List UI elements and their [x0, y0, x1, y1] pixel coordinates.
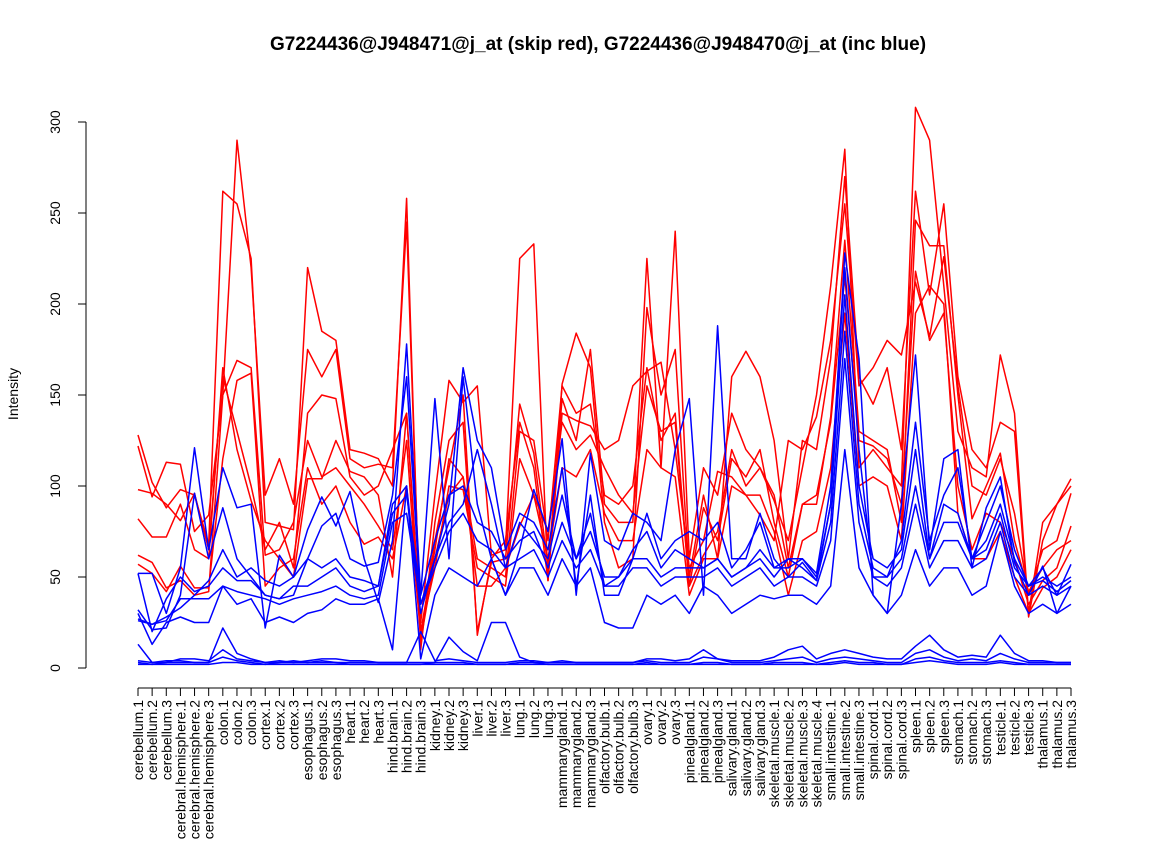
x-tick-label: olfactory.bulb.3	[625, 700, 641, 794]
x-tick-label: esophagus.1	[300, 700, 316, 780]
series-line-12	[137, 448, 1072, 660]
series-line-6	[137, 285, 1072, 633]
x-tick-label: lung.3	[540, 700, 556, 738]
series-line-2	[137, 139, 1072, 642]
y-tick-label: 150	[47, 383, 63, 407]
y-tick-label: 0	[47, 664, 63, 672]
x-tick-label: mammarygland.2	[568, 700, 584, 808]
x-tick-label: small.intestine.3	[851, 700, 867, 801]
x-tick-label: testicle.1	[992, 700, 1008, 755]
x-tick-label: cerebral.hemisphere.2	[187, 700, 203, 840]
x-tick-label: spleen.3	[936, 700, 952, 753]
x-tick-label: cerebellum.3	[158, 700, 174, 780]
x-tick-label: salivary.gland.1	[724, 700, 740, 796]
x-tick-label: salivary.gland.2	[738, 700, 754, 796]
y-tick-label: 250	[47, 201, 63, 225]
x-tick-label: skeletal.muscle.3	[794, 700, 810, 808]
series-line-10	[137, 330, 1072, 633]
x-tick-label: thalamus.2	[1049, 700, 1065, 769]
x-tick-label: colon.1	[215, 700, 231, 745]
x-tick-label: testicle.2	[1006, 700, 1022, 755]
x-tick-label: olfactory.bulb.2	[611, 700, 627, 794]
x-tick-label: thalamus.3	[1063, 700, 1079, 769]
x-tick-label: liver.3	[498, 700, 514, 737]
y-tick-label: 100	[47, 474, 63, 498]
x-tick-label: skeletal.muscle.1	[766, 700, 782, 808]
x-tick-label: hind.brain.1	[384, 700, 400, 773]
x-tick-label: spinal.cord.2	[879, 700, 895, 780]
x-tick-label: heart.2	[356, 700, 372, 744]
x-tick-label: liver.2	[483, 700, 499, 737]
x-tick-label: colon.2	[229, 700, 245, 745]
x-tick-label: thalamus.1	[1035, 700, 1051, 769]
x-tick-label: mammarygland.1	[554, 700, 570, 808]
x-tick-label: kidney.2	[441, 700, 457, 751]
chart-title: G7224436@J948471@j_at (skip red), G72244…	[270, 34, 926, 55]
x-tick-label: testicle.3	[1021, 700, 1037, 755]
x-tick-label: kidney.3	[455, 700, 471, 751]
x-tick-label: spleen.1	[908, 700, 924, 753]
x-tick-label: cerebral.hemisphere.3	[201, 700, 217, 840]
x-tick-label: cortex.1	[257, 700, 273, 750]
x-tick-label: kidney.1	[427, 700, 443, 751]
x-tick-label: spleen.2	[922, 700, 938, 753]
y-tick-label: 200	[47, 292, 63, 316]
series-line-8	[137, 266, 1072, 631]
y-tick-label: 300	[47, 110, 63, 134]
x-tick-label: stomach.2	[964, 700, 980, 765]
x-tick-label: ovary.2	[653, 700, 669, 745]
series-line-14	[137, 630, 1071, 664]
x-tick-label: heart.3	[370, 700, 386, 744]
x-tick-label: cerebellum.2	[144, 700, 160, 780]
x-tick-label: spinal.cord.3	[893, 700, 909, 780]
x-tick-label: lung.1	[512, 700, 528, 738]
y-axis: 0 50 100 150 200 250 300	[47, 110, 87, 672]
x-tick-label: hind.brain.3	[413, 700, 429, 773]
x-tick-label: lung.2	[526, 700, 542, 738]
x-tick-label: stomach.3	[978, 700, 994, 765]
x-tick-label: spinal.cord.1	[865, 700, 881, 780]
x-tick-label: liver.1	[469, 700, 485, 737]
x-tick-label: heart.1	[342, 700, 358, 744]
x-tick-label: colon.3	[243, 700, 259, 745]
x-tick-label: cerebral.hemisphere.1	[172, 700, 188, 840]
x-tick-label: hind.brain.2	[399, 700, 415, 773]
series-line-5	[137, 270, 1072, 642]
x-tick-label: small.intestine.1	[823, 700, 839, 801]
x-tick-label: cerebellum.1	[130, 700, 146, 780]
x-tick-label: ovary.3	[667, 700, 683, 745]
x-tick-label: pinealgland.3	[710, 700, 726, 784]
x-tick-label: ovary.1	[639, 700, 655, 745]
x-tick-label: skeletal.muscle.4	[809, 700, 825, 808]
x-tick-label: esophagus.3	[328, 700, 344, 780]
x-tick-label: small.intestine.2	[837, 700, 853, 801]
x-axis: cerebellum.1cerebellum.2cerebellum.3cere…	[130, 687, 1079, 840]
x-tick-label: stomach.1	[950, 700, 966, 765]
x-tick-label: pinealgland.1	[681, 700, 697, 784]
x-tick-label: skeletal.muscle.2	[780, 700, 796, 808]
x-tick-label: mammarygland.3	[582, 700, 598, 808]
x-tick-label: salivary.gland.3	[752, 700, 768, 796]
x-tick-label: pinealgland.2	[695, 700, 711, 784]
x-tick-label: esophagus.2	[314, 700, 330, 780]
series-line-11	[137, 357, 1072, 626]
series-line-16	[138, 659, 1071, 666]
x-tick-label: cortex.2	[271, 700, 287, 750]
x-tick-label: olfactory.bulb.1	[597, 700, 613, 794]
series-line-1	[137, 106, 1072, 651]
y-axis-label: Intensity	[5, 368, 21, 420]
y-tick-label: 50	[47, 569, 63, 585]
series-layer	[137, 106, 1072, 666]
x-tick-label: cortex.3	[286, 700, 302, 750]
